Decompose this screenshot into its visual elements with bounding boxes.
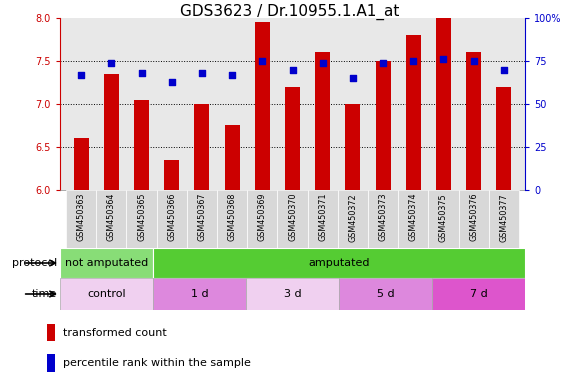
- Point: [197, 70, 206, 76]
- Point: [378, 60, 387, 66]
- Text: GDS3623 / Dr.10955.1.A1_at: GDS3623 / Dr.10955.1.A1_at: [180, 4, 400, 20]
- Bar: [307, 190, 338, 248]
- Text: GSM450371: GSM450371: [318, 193, 327, 242]
- Bar: [134, 100, 149, 190]
- Bar: [345, 104, 360, 190]
- Text: transformed count: transformed count: [63, 328, 166, 338]
- Text: 3 d: 3 d: [284, 289, 302, 299]
- Bar: [96, 190, 126, 248]
- Bar: [66, 190, 96, 248]
- Bar: [46, 354, 55, 372]
- Text: GSM450375: GSM450375: [439, 193, 448, 242]
- Bar: [194, 104, 209, 190]
- Bar: [217, 190, 247, 248]
- Text: 1 d: 1 d: [191, 289, 208, 299]
- Bar: [489, 190, 519, 248]
- Bar: [375, 61, 391, 190]
- Bar: [187, 190, 217, 248]
- Point: [77, 72, 86, 78]
- Bar: [246, 278, 339, 310]
- Bar: [339, 278, 432, 310]
- Point: [409, 58, 418, 64]
- Bar: [153, 278, 246, 310]
- Text: GSM450374: GSM450374: [409, 193, 418, 242]
- Text: GSM450376: GSM450376: [469, 193, 478, 242]
- Text: GSM450366: GSM450366: [167, 193, 176, 241]
- Text: GSM450377: GSM450377: [499, 193, 508, 242]
- Bar: [60, 248, 153, 278]
- Bar: [60, 278, 153, 310]
- Point: [348, 75, 357, 81]
- Bar: [164, 160, 179, 190]
- Text: 7 d: 7 d: [470, 289, 487, 299]
- Text: GSM450372: GSM450372: [349, 193, 357, 242]
- Text: percentile rank within the sample: percentile rank within the sample: [63, 358, 251, 368]
- Bar: [247, 190, 277, 248]
- Text: GSM450367: GSM450367: [197, 193, 206, 242]
- Bar: [255, 22, 270, 190]
- Point: [439, 56, 448, 62]
- Bar: [459, 190, 489, 248]
- Bar: [436, 18, 451, 190]
- Text: GSM450368: GSM450368: [227, 193, 237, 241]
- Text: amputated: amputated: [308, 258, 370, 268]
- Bar: [398, 190, 429, 248]
- Text: GSM450365: GSM450365: [137, 193, 146, 242]
- Point: [499, 66, 509, 73]
- Text: GSM450363: GSM450363: [77, 193, 86, 241]
- Bar: [406, 35, 421, 190]
- Point: [167, 79, 176, 85]
- Point: [258, 58, 267, 64]
- Text: time: time: [32, 289, 57, 299]
- Bar: [285, 87, 300, 190]
- Bar: [104, 74, 119, 190]
- Bar: [429, 190, 459, 248]
- Bar: [46, 324, 55, 341]
- Point: [288, 66, 297, 73]
- Point: [469, 58, 478, 64]
- Text: control: control: [87, 289, 126, 299]
- Text: GSM450370: GSM450370: [288, 193, 297, 242]
- Point: [107, 60, 116, 66]
- Text: 5 d: 5 d: [376, 289, 394, 299]
- Bar: [466, 52, 481, 190]
- Bar: [496, 87, 512, 190]
- Point: [318, 60, 327, 66]
- Bar: [277, 190, 307, 248]
- Text: GSM450364: GSM450364: [107, 193, 116, 241]
- Bar: [432, 278, 525, 310]
- Bar: [157, 190, 187, 248]
- Bar: [74, 138, 89, 190]
- Text: not amputated: not amputated: [65, 258, 148, 268]
- Point: [137, 70, 146, 76]
- Bar: [338, 190, 368, 248]
- Text: GSM450373: GSM450373: [379, 193, 387, 242]
- Text: protocol: protocol: [12, 258, 57, 268]
- Bar: [153, 248, 525, 278]
- Bar: [126, 190, 157, 248]
- Point: [227, 72, 237, 78]
- Bar: [368, 190, 398, 248]
- Text: GSM450369: GSM450369: [258, 193, 267, 242]
- Bar: [224, 126, 240, 190]
- Bar: [315, 52, 330, 190]
